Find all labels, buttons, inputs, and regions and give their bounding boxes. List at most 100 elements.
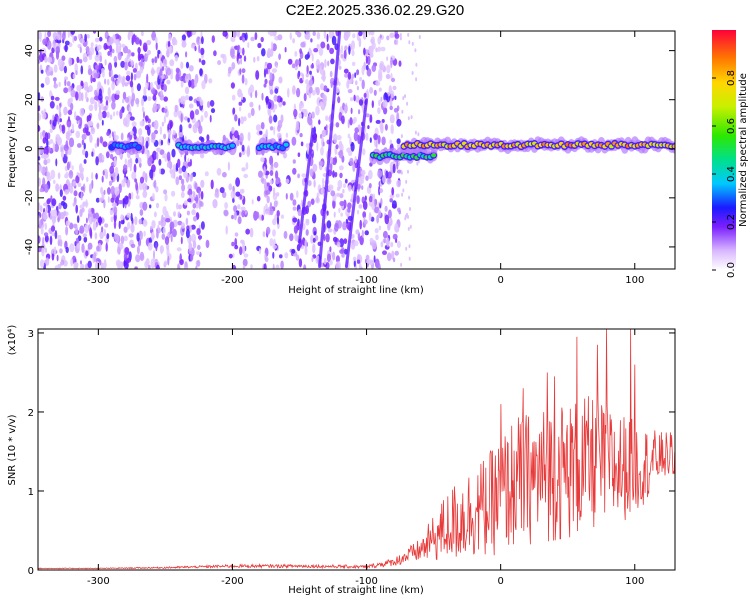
noise-speckle [94, 89, 98, 97]
noise-speckle [38, 112, 41, 122]
noise-speckle [336, 186, 341, 191]
noise-speckle [326, 43, 330, 51]
chart-title: C2E2.2025.336.02.29.G20 [285, 2, 465, 19]
noise-speckle [124, 82, 129, 87]
noise-speckle [297, 72, 300, 80]
noise-speckle [110, 69, 113, 77]
noise-speckle [126, 212, 131, 218]
noise-speckle [184, 95, 190, 101]
noise-speckle [398, 209, 402, 215]
noise-speckle [355, 229, 360, 235]
noise-speckle [110, 185, 116, 196]
noise-speckle [392, 163, 396, 174]
noise-speckle [58, 202, 62, 210]
noise-speckle [404, 94, 406, 99]
noise-speckle [129, 80, 134, 88]
noise-speckle [185, 228, 190, 239]
noise-speckle [131, 121, 137, 127]
noise-speckle [251, 199, 254, 205]
noise-speckle [154, 80, 159, 86]
noise-speckle [381, 119, 385, 123]
noise-speckle [334, 222, 339, 232]
noise-speckle [176, 247, 182, 252]
noise-speckle [60, 151, 65, 158]
noise-speckle [177, 263, 180, 269]
noise-speckle [83, 236, 88, 243]
noise-speckle [258, 247, 262, 255]
noise-speckle [356, 86, 359, 91]
noise-speckle [244, 78, 248, 86]
noise-speckle [160, 168, 165, 175]
noise-speckle [354, 155, 357, 164]
noise-speckle [232, 107, 236, 115]
noise-speckle [59, 239, 63, 247]
noise-speckle [40, 165, 43, 174]
noise-speckle [75, 175, 80, 184]
noise-speckle [107, 87, 111, 97]
noise-speckle [89, 134, 93, 143]
noise-speckle [335, 255, 340, 263]
noise-speckle [109, 209, 114, 216]
noise-speckle [166, 243, 170, 251]
noise-speckle [379, 122, 384, 130]
noise-speckle [180, 61, 184, 69]
noise-speckle [169, 121, 173, 129]
noise-speckle [178, 167, 183, 174]
noise-speckle [355, 80, 358, 86]
noise-speckle [91, 208, 94, 213]
noise-speckle [343, 183, 346, 188]
noise-speckle [309, 70, 312, 75]
noise-speckle [50, 169, 56, 180]
noise-speckle [115, 90, 121, 95]
noise-speckle [347, 208, 351, 213]
noise-speckle [245, 228, 251, 235]
x-tick-label: 0 [497, 576, 503, 587]
noise-speckle [415, 77, 418, 82]
noise-speckle [358, 204, 363, 209]
noise-speckle [139, 120, 145, 127]
noise-speckle [132, 68, 137, 73]
noise-speckle [389, 105, 393, 111]
noise-speckle [204, 110, 208, 118]
noise-speckle [155, 264, 160, 269]
noise-speckle [103, 228, 107, 237]
noise-speckle [250, 92, 253, 98]
noise-speckle [140, 57, 143, 68]
noise-speckle [343, 49, 347, 60]
noise-speckle [329, 259, 333, 266]
noise-speckle [79, 117, 83, 127]
noise-speckle [157, 103, 161, 110]
noise-speckle [377, 46, 381, 52]
noise-speckle [152, 94, 157, 101]
noise-speckle [272, 31, 277, 37]
noise-speckle [305, 79, 309, 85]
noise-speckle [190, 224, 196, 230]
noise-speckle [76, 119, 79, 125]
noise-speckle [77, 143, 82, 148]
noise-speckle [46, 158, 51, 164]
noise-speckle [300, 141, 304, 147]
noise-speckle [200, 115, 204, 123]
noise-speckle [417, 132, 420, 137]
noise-speckle [312, 163, 318, 172]
noise-speckle [389, 114, 395, 124]
noise-speckle [305, 218, 310, 223]
noise-speckle [141, 97, 144, 107]
noise-speckle [173, 211, 176, 217]
noise-speckle [151, 220, 156, 229]
noise-speckle [322, 72, 326, 82]
noise-speckle [233, 205, 238, 213]
noise-speckle [346, 147, 351, 153]
noise-speckle [59, 261, 64, 266]
noise-speckle [131, 171, 137, 180]
noise-speckle [113, 219, 117, 230]
noise-speckle [335, 87, 340, 93]
noise-speckle [311, 53, 314, 62]
noise-speckle [396, 180, 401, 188]
noise-speckle [266, 62, 273, 70]
noise-speckle [143, 111, 145, 119]
noise-speckle [391, 77, 396, 83]
noise-speckle [135, 254, 141, 263]
noise-speckle [161, 74, 165, 80]
colorbar-tick-label: 0.6 [726, 118, 737, 134]
